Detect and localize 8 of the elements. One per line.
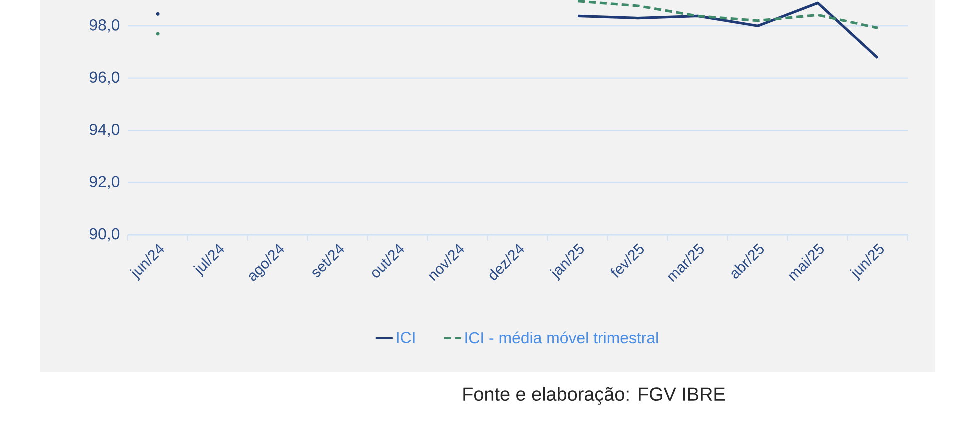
source-note: Fonte e elaboração: FGV IBRE	[464, 387, 726, 405]
y-tick-label: 92,0	[90, 176, 120, 190]
y-tick-label: 94,0	[90, 124, 120, 138]
y-tick-label: 96,0	[90, 72, 120, 85]
legend-label: ICI - média móvel trimestral	[466, 332, 658, 344]
y-tick-label: 90,0	[90, 228, 120, 242]
y-tick-label: 98,0	[90, 20, 120, 33]
legend-label: ICI	[397, 332, 415, 344]
